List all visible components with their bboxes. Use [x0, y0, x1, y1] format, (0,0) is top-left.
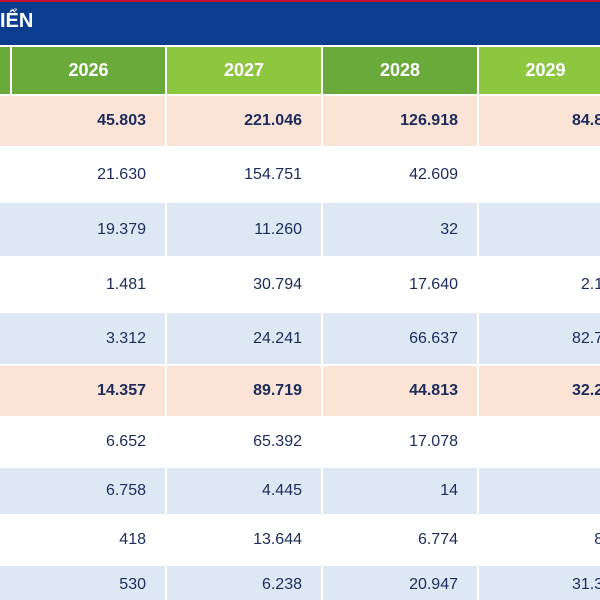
table-cell: 17.640 — [323, 258, 479, 313]
table-cell: 32 — [323, 203, 479, 258]
column-header: 2028 — [323, 47, 479, 96]
banner-title: IỂN — [0, 10, 34, 32]
table-cell: 1.481 — [12, 258, 167, 313]
table-cell: 82.76 — [479, 313, 600, 366]
table-cell: 154.751 — [167, 148, 323, 203]
table-cell: 44.813 — [323, 366, 479, 418]
table-cell: 14 — [323, 468, 479, 516]
table-cell: 24.241 — [167, 313, 323, 366]
table-cell: 21.630 — [12, 148, 167, 203]
column-header: 2029 — [479, 47, 600, 96]
table-cell: 14.357 — [12, 366, 167, 418]
table-cell: 19.379 — [12, 203, 167, 258]
table-cell: 6.238 — [167, 566, 323, 600]
table-cell: 6.652 — [12, 418, 167, 468]
table-cell: 84.86 — [479, 96, 600, 148]
table-cell: 13.644 — [167, 516, 323, 566]
table-cell: 17.078 — [323, 418, 479, 468]
table-cell — [479, 418, 600, 468]
table-cell: 88 — [479, 516, 600, 566]
table-cell: 65.392 — [167, 418, 323, 468]
table-cell: 30.794 — [167, 258, 323, 313]
header-stub — [0, 47, 12, 96]
banner: IỂN — [0, 0, 600, 45]
table-cell — [479, 203, 600, 258]
table-cell: 2.10 — [479, 258, 600, 313]
table-cell: 3.312 — [12, 313, 167, 366]
table-cell: 42.609 — [323, 148, 479, 203]
table-cell: 20.947 — [323, 566, 479, 600]
table-cell: 6.758 — [12, 468, 167, 516]
table-cell: 32.26 — [479, 366, 600, 418]
table-cell: 45.803 — [12, 96, 167, 148]
table-cell: 11.260 — [167, 203, 323, 258]
table-cell: 126.918 — [323, 96, 479, 148]
table-cell — [479, 468, 600, 516]
table-cell: 31.38 — [479, 566, 600, 600]
table-cell: 221.046 — [167, 96, 323, 148]
table-cell: 66.637 — [323, 313, 479, 366]
column-header: 2026 — [12, 47, 167, 96]
table-cell: 4.445 — [167, 468, 323, 516]
table-cell: 6.774 — [323, 516, 479, 566]
table-cell: 89.719 — [167, 366, 323, 418]
table-cell: 530 — [12, 566, 167, 600]
column-header: 2027 — [167, 47, 323, 96]
table-cell: 418 — [12, 516, 167, 566]
table-cell — [479, 148, 600, 203]
